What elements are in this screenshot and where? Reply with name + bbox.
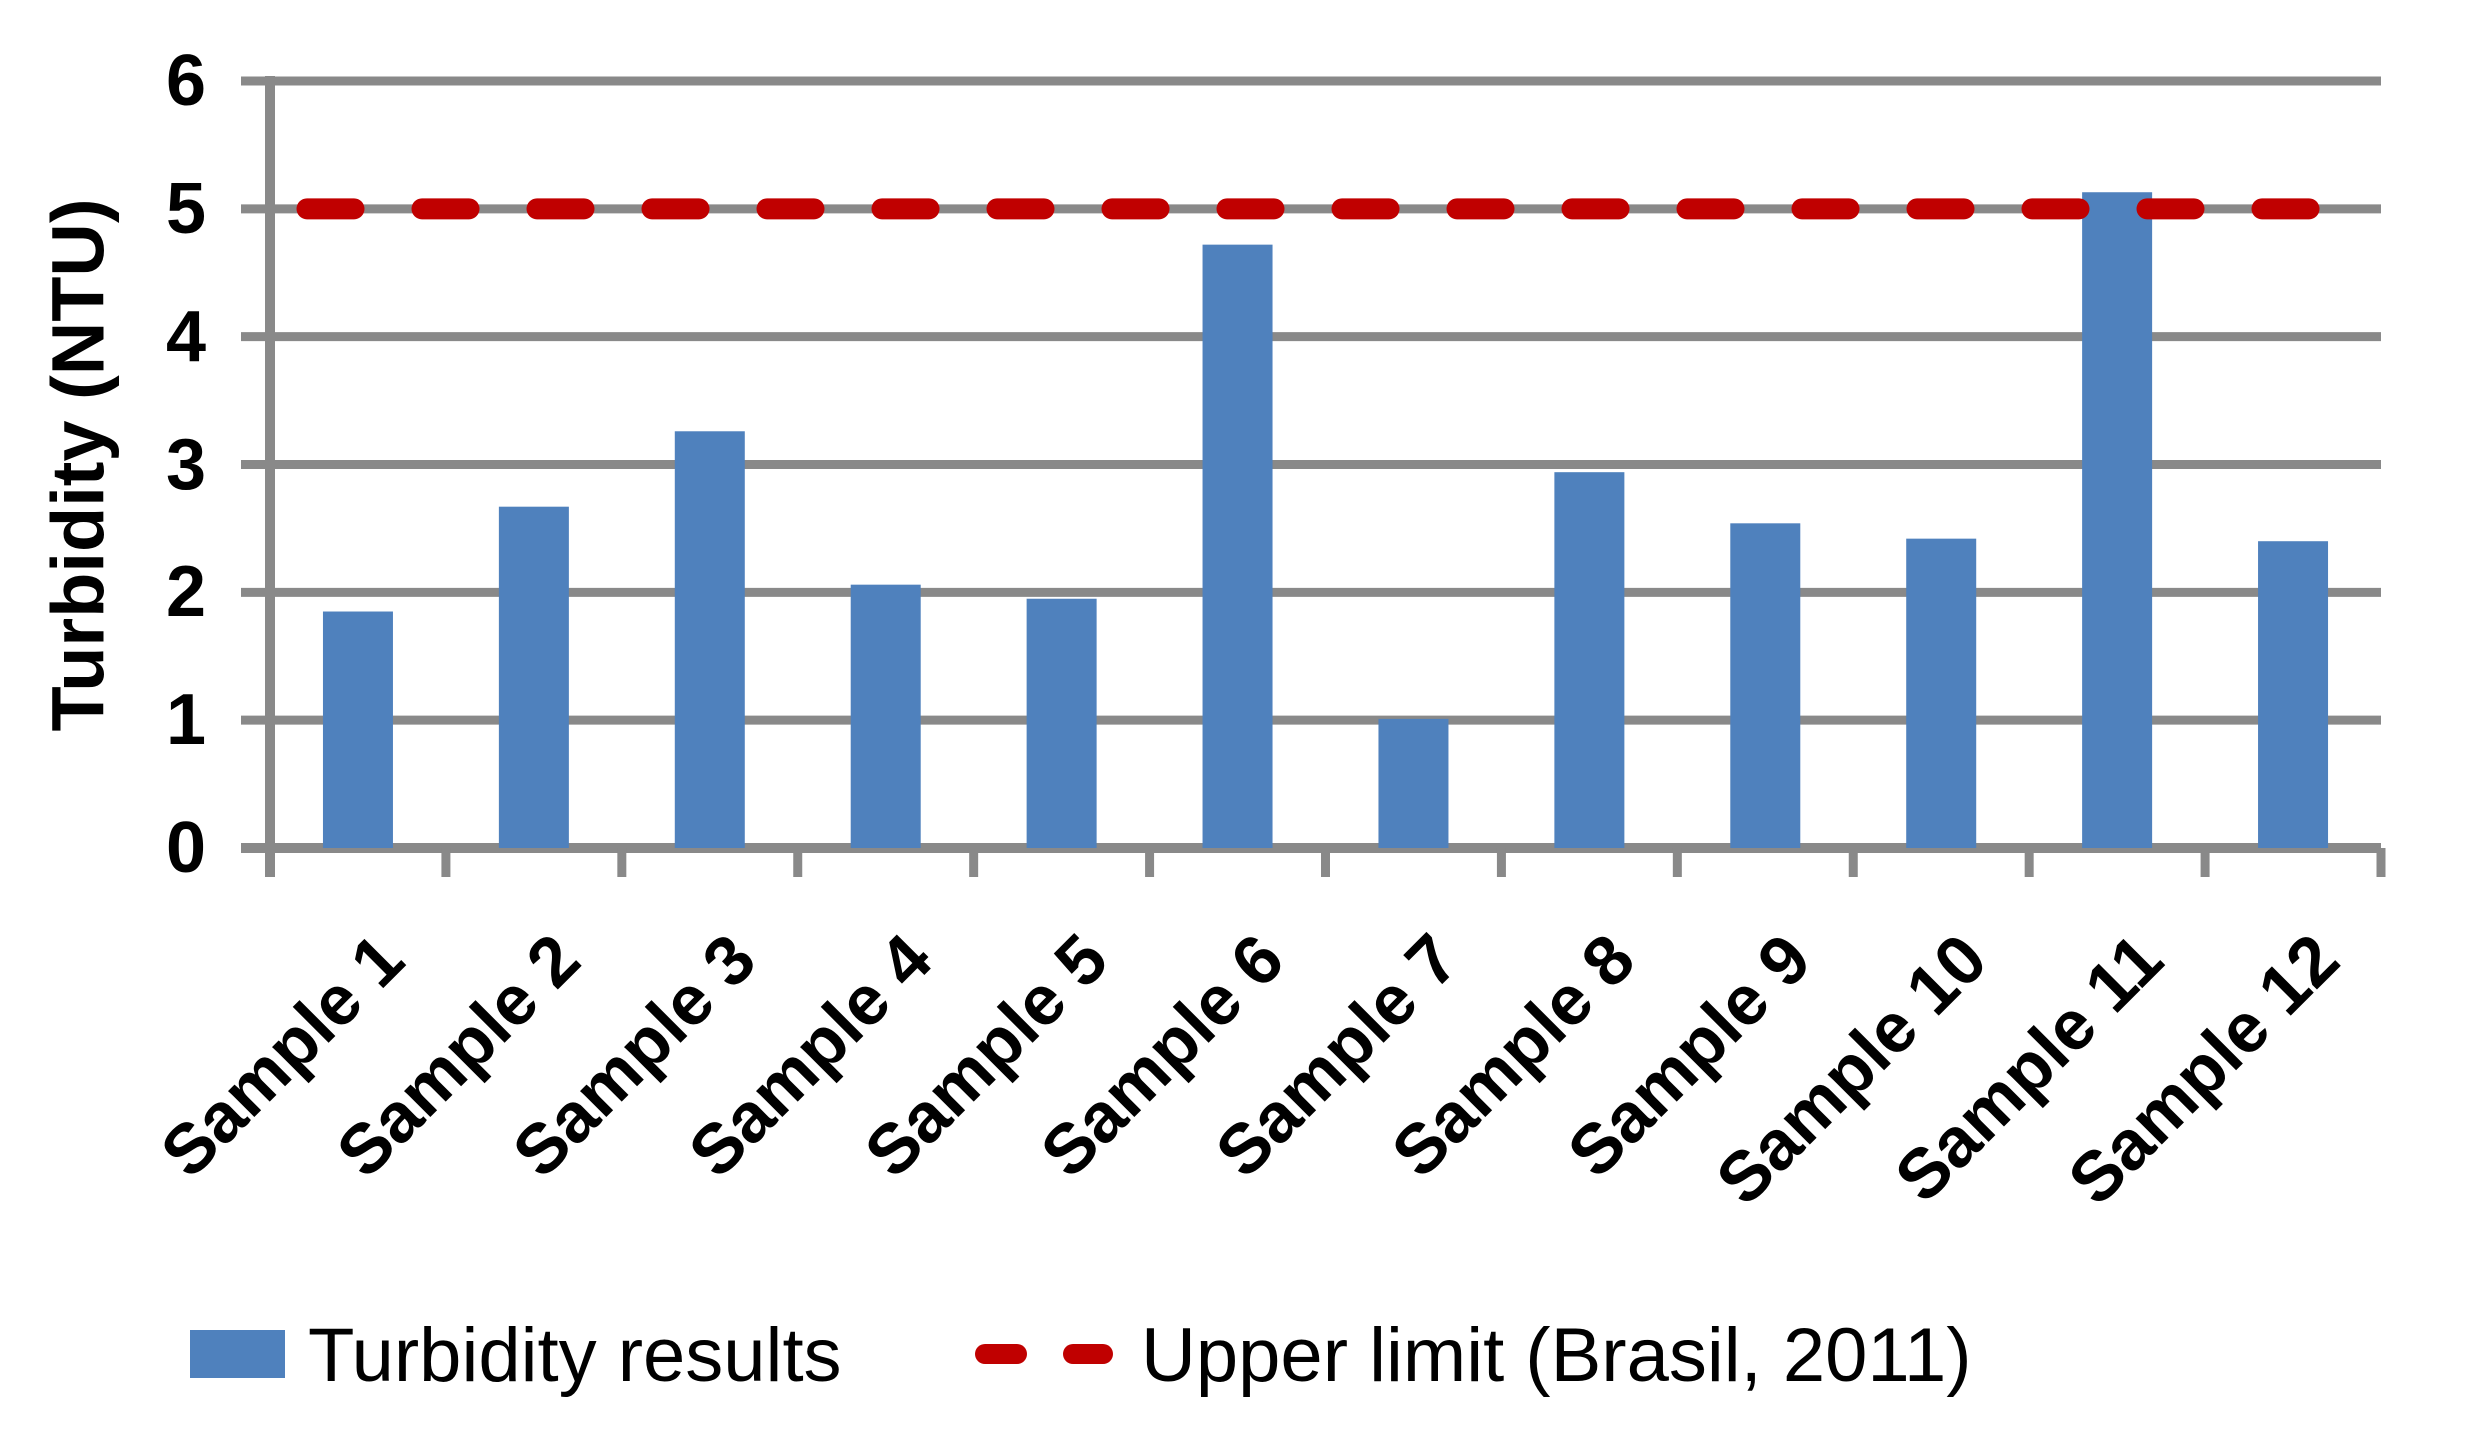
bar-sample-4 (850, 584, 921, 848)
bar-sample-7 (1378, 718, 1449, 848)
bar-sample-3 (674, 431, 745, 848)
y-tick-label-2: 2 (165, 552, 206, 633)
y-tick-label-3: 3 (165, 424, 206, 505)
bar-sample-6 (1202, 244, 1273, 848)
bar-sample-10 (1906, 538, 1977, 848)
y-tick-label-0: 0 (165, 808, 206, 888)
bar-sample-8 (1554, 472, 1625, 848)
bar-sample-5 (1026, 598, 1097, 848)
y-tick-label-4: 4 (165, 296, 206, 377)
bar-sample-2 (498, 506, 569, 848)
y-tick-label-5: 5 (165, 168, 206, 249)
bar-sample-9 (1730, 523, 1801, 848)
y-tick-label-1: 1 (165, 680, 206, 761)
y-tick-label-6: 6 (165, 41, 206, 122)
bar-sample-11 (2082, 192, 2153, 848)
bar-sample-1 (322, 611, 393, 848)
bar-sample-12 (2258, 541, 2329, 848)
